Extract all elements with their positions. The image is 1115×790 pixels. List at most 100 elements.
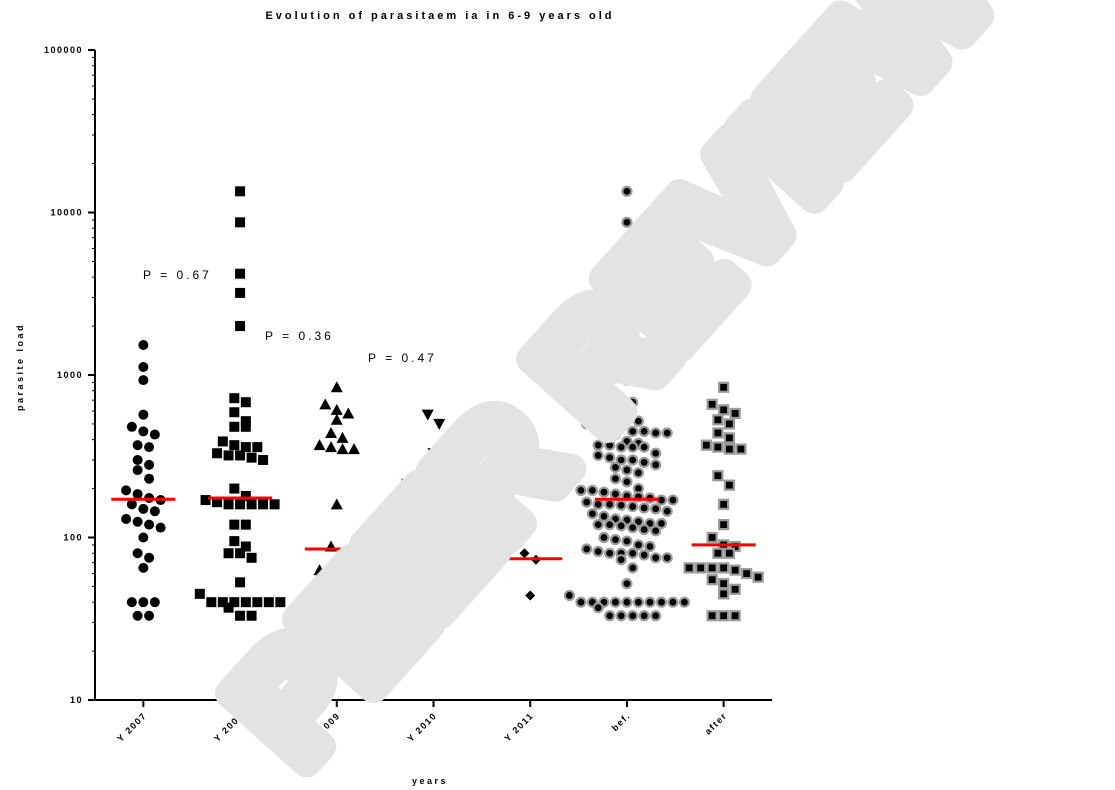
data-point xyxy=(718,404,730,416)
data-point xyxy=(235,186,246,197)
data-point xyxy=(609,461,622,474)
x-tick-label: Y 2008 xyxy=(212,710,245,743)
data-point xyxy=(223,499,234,510)
data-point xyxy=(706,574,718,586)
data-point xyxy=(519,548,530,559)
data-point xyxy=(621,409,633,421)
data-point xyxy=(592,439,604,451)
data-point xyxy=(229,421,240,432)
x-tick-label: Y 2010 xyxy=(405,710,438,743)
y-tick-label: 10000 xyxy=(50,208,83,218)
data-point xyxy=(598,486,610,498)
data-point xyxy=(644,540,656,553)
data-point xyxy=(246,552,257,563)
data-point xyxy=(229,440,240,451)
data-point xyxy=(723,418,735,430)
data-point xyxy=(258,499,269,510)
data-point xyxy=(592,449,604,462)
data-point xyxy=(615,392,627,404)
data-point xyxy=(615,554,627,566)
data-point xyxy=(144,473,155,484)
data-point xyxy=(609,596,622,608)
data-point xyxy=(235,321,246,332)
data-point xyxy=(342,407,355,419)
data-point xyxy=(718,578,730,590)
x-tick-label: Y 2009 xyxy=(309,710,342,743)
data-point xyxy=(313,439,326,451)
median-lines xyxy=(111,478,756,561)
data-point xyxy=(661,505,673,517)
data-point xyxy=(632,596,645,608)
data-point xyxy=(240,397,251,408)
data-point xyxy=(235,548,246,559)
data-point xyxy=(621,476,633,488)
data-point xyxy=(638,610,650,622)
data-point xyxy=(615,610,627,622)
data-point xyxy=(627,441,639,453)
data-point xyxy=(627,454,639,466)
data-point xyxy=(144,519,155,530)
data-point xyxy=(592,545,604,558)
data-point xyxy=(615,320,627,332)
data-point xyxy=(336,443,349,455)
data-point xyxy=(627,547,639,559)
data-points xyxy=(121,185,764,622)
data-point xyxy=(627,396,639,408)
data-point xyxy=(433,566,446,578)
y-tick-label: 100 xyxy=(63,533,83,543)
data-point xyxy=(615,454,627,466)
data-point xyxy=(229,519,240,530)
data-point xyxy=(718,588,730,600)
data-point xyxy=(604,519,616,531)
y-tick-label: 1000 xyxy=(57,370,83,380)
data-point xyxy=(325,441,338,453)
data-point xyxy=(132,440,143,451)
data-point xyxy=(586,508,599,520)
data-point xyxy=(621,578,633,590)
data-point xyxy=(330,413,343,425)
data-point xyxy=(240,519,251,530)
data-point xyxy=(325,567,338,579)
data-point xyxy=(421,562,434,574)
data-point xyxy=(144,442,155,453)
p-value-annotation-2007: P = 0.67 xyxy=(143,268,212,282)
data-point xyxy=(621,185,633,197)
data-point xyxy=(138,503,149,514)
data-point xyxy=(604,610,616,622)
data-point xyxy=(144,552,155,563)
data-point xyxy=(223,602,234,613)
data-point xyxy=(240,416,251,427)
data-point xyxy=(615,421,627,433)
data-point xyxy=(604,421,616,433)
data-point xyxy=(563,589,576,602)
data-point xyxy=(121,485,132,496)
data-point xyxy=(632,415,645,427)
data-point xyxy=(235,610,246,621)
data-point xyxy=(336,547,349,559)
y-tick-label: 100000 xyxy=(44,45,83,55)
data-point xyxy=(126,499,137,510)
data-point xyxy=(313,564,326,576)
data-point xyxy=(638,502,650,514)
data-point xyxy=(667,596,679,608)
data-point xyxy=(132,489,143,500)
data-point xyxy=(246,499,257,510)
data-point xyxy=(246,610,257,621)
data-point xyxy=(627,562,639,574)
data-point xyxy=(144,610,155,621)
data-point xyxy=(330,381,343,393)
data-point xyxy=(235,268,246,279)
data-point xyxy=(138,362,149,373)
data-point xyxy=(638,425,650,437)
data-point xyxy=(126,421,137,432)
data-point xyxy=(348,443,361,455)
data-point xyxy=(729,564,741,576)
data-point xyxy=(132,465,143,476)
data-point xyxy=(650,459,662,471)
data-point xyxy=(706,562,718,574)
data-point xyxy=(718,498,730,510)
data-point xyxy=(235,499,246,510)
data-point xyxy=(252,442,263,453)
data-point xyxy=(650,610,662,622)
